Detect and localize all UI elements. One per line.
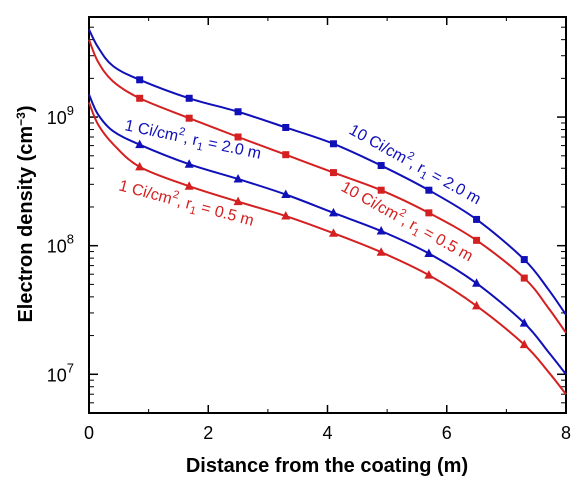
series-3-triangle-marker [376, 247, 386, 256]
series-3-triangle-marker [135, 161, 145, 171]
series-label-2: 1 Ci/cm2, r1 = 2.0 m [123, 114, 264, 165]
series-1-square-marker [282, 151, 290, 159]
series-line-0 [88, 29, 567, 316]
series-1-square-marker [234, 133, 242, 141]
x-tick-label: 2 [203, 423, 213, 443]
series-1-square-marker [425, 209, 433, 217]
series-2-triangle-marker [519, 318, 529, 327]
series-0-square-marker [377, 162, 385, 170]
y-axis-title: Electron density (cm−3) [14, 105, 37, 322]
series-3-triangle-marker [424, 270, 434, 279]
series-line-1 [88, 39, 567, 334]
series-0-square-marker [185, 94, 193, 102]
x-axis-title: Distance from the coating (m) [186, 455, 468, 477]
y-axis-title-close: ) [15, 105, 37, 112]
series-2-triangle-marker [184, 159, 194, 168]
series-1-square-marker [136, 94, 144, 102]
series-1-square-marker [185, 114, 193, 122]
x-tick-label: 8 [561, 423, 571, 443]
series-1-square-marker [377, 186, 385, 194]
y-axis-title-main: Electron density (cm [15, 126, 37, 323]
y-tick-label: 108 [47, 232, 74, 257]
y-axis-title-exponent: −3 [14, 112, 28, 126]
x-tick-label: 6 [442, 423, 452, 443]
series-2-triangle-marker [135, 139, 145, 149]
series-2-triangle-marker [376, 226, 386, 235]
y-tick-label: 109 [47, 103, 74, 128]
series-3-triangle-marker [519, 339, 529, 349]
series-0-square-marker [136, 76, 144, 84]
series-line-2 [88, 94, 567, 375]
series-2-triangle-marker [472, 278, 482, 287]
series-0-square-marker [425, 186, 433, 194]
series-2-triangle-marker [233, 173, 243, 183]
series-2-triangle-marker [281, 189, 291, 199]
series-3-triangle-marker [233, 196, 243, 206]
series-3-triangle-marker [281, 211, 291, 220]
plot-frame [88, 16, 567, 414]
x-tick-label: 4 [322, 423, 332, 443]
series-2-triangle-marker [328, 207, 338, 217]
series-0-square-marker [473, 215, 481, 223]
x-tick-label: 0 [84, 423, 94, 443]
series-3-triangle-marker [184, 181, 194, 190]
series-0-square-marker [234, 108, 242, 116]
series-line-3 [88, 102, 567, 395]
series-1-square-marker [473, 236, 481, 244]
series-1-square-marker [329, 169, 337, 177]
series-2-triangle-marker [424, 248, 434, 257]
series-0-square-marker [329, 140, 337, 148]
series-0-square-marker [282, 123, 290, 131]
series-1-square-marker [520, 274, 528, 282]
y-tick-label: 107 [47, 360, 74, 385]
series-0-square-marker [520, 256, 528, 264]
series-3-triangle-marker [328, 228, 338, 237]
series-3-triangle-marker [472, 300, 482, 310]
